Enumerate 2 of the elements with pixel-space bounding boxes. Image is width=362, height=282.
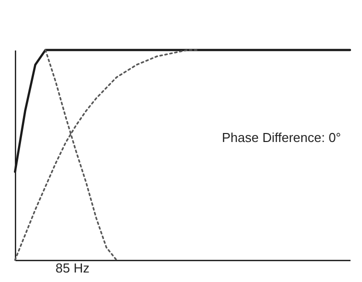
annotation: Phase Difference: 0° bbox=[222, 130, 341, 145]
x-axis-title: 85 Hz bbox=[56, 260, 90, 276]
